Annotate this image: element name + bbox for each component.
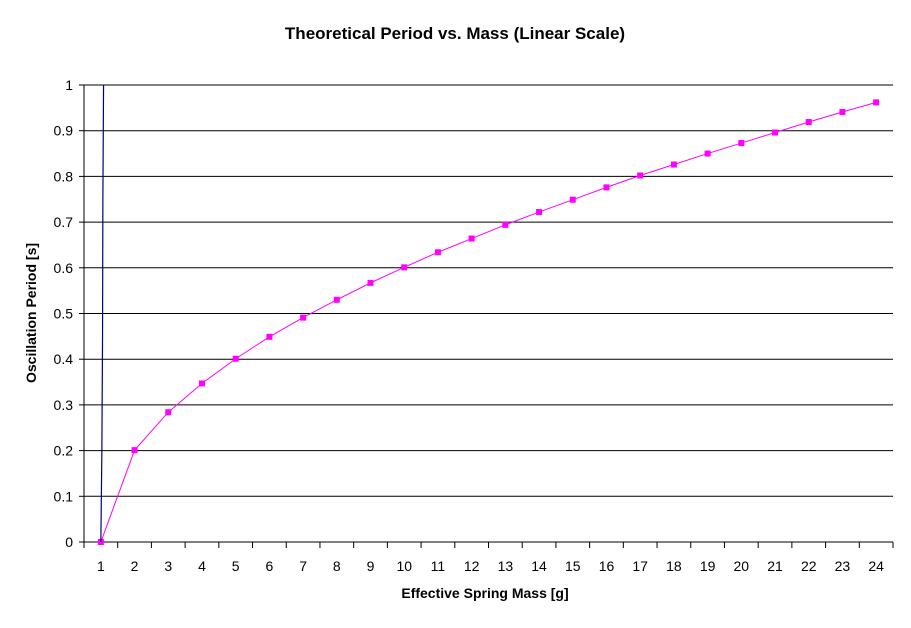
data-point — [738, 140, 745, 147]
data-point — [401, 264, 408, 271]
data-point — [637, 172, 644, 179]
data-point — [165, 409, 172, 416]
y-tick-label: 0.4 — [54, 351, 74, 367]
x-tick-label: 22 — [801, 558, 817, 574]
y-tick-label: 0 — [65, 534, 73, 550]
data-point — [131, 447, 138, 454]
data-point — [536, 209, 543, 216]
data-point — [569, 196, 576, 203]
x-tick-label: 18 — [666, 558, 682, 574]
data-point — [805, 119, 812, 126]
axes — [79, 84, 894, 548]
y-tick-label: 0.7 — [54, 214, 74, 230]
x-tick-label: 7 — [299, 558, 307, 574]
x-axis-title: Effective Spring Mass [g] — [401, 585, 568, 601]
series — [97, 84, 880, 545]
x-tick-label: 8 — [333, 558, 341, 574]
x-tick-label: 21 — [767, 558, 783, 574]
y-tick-label: 0.1 — [54, 488, 74, 504]
x-tick-label: 6 — [265, 558, 273, 574]
x-tick-label: 1 — [97, 558, 105, 574]
series-line — [100, 84, 105, 543]
data-point — [266, 333, 273, 340]
y-tick-label: 0.2 — [54, 443, 74, 459]
data-point — [839, 108, 846, 115]
x-tick-label: 9 — [367, 558, 375, 574]
y-tick-label: 1 — [65, 77, 73, 93]
tick-labels: 00.10.20.30.40.50.60.70.80.911 2 3 4 5 6 7 8 9 10… — [54, 77, 885, 574]
data-point — [873, 99, 880, 106]
data-point — [198, 380, 205, 387]
x-tick-label: 19 — [700, 558, 716, 574]
data-point — [670, 161, 677, 168]
data-point — [772, 129, 779, 136]
x-tick-label: 12 — [464, 558, 480, 574]
data-point — [502, 221, 509, 228]
chart-title: Theoretical Period vs. Mass (Linear Scal… — [285, 24, 625, 43]
grid-lines — [84, 84, 893, 497]
x-tick-label: 4 — [198, 558, 206, 574]
x-tick-label: 11 — [431, 558, 446, 574]
y-tick-label: 0.3 — [54, 397, 74, 413]
x-tick-label: 24 — [868, 558, 884, 574]
data-point — [704, 150, 711, 157]
x-tick-label: 23 — [835, 558, 851, 574]
x-tick-label: 17 — [632, 558, 648, 574]
y-tick-label: 0.8 — [54, 168, 74, 184]
x-tick-label: 3 — [164, 558, 172, 574]
x-tick-label: 20 — [734, 558, 750, 574]
x-tick-label: 13 — [498, 558, 514, 574]
series-line — [100, 101, 877, 543]
x-tick-label: 15 — [565, 558, 581, 574]
y-axis-title: Oscillation Period [s] — [23, 243, 39, 383]
x-tick-label: 10 — [396, 558, 412, 574]
data-point — [232, 355, 239, 362]
data-point — [603, 184, 610, 191]
data-point — [434, 249, 441, 256]
data-point — [468, 235, 475, 242]
x-tick-label: 16 — [599, 558, 615, 574]
data-point — [367, 279, 374, 286]
y-tick-label: 0.5 — [54, 306, 74, 322]
x-tick-label: 5 — [232, 558, 240, 574]
x-tick-label: 2 — [131, 558, 139, 574]
data-point — [333, 296, 340, 303]
data-point — [300, 314, 307, 321]
y-tick-label: 0.9 — [54, 123, 74, 139]
y-tick-label: 0.6 — [54, 260, 74, 276]
x-tick-label: 14 — [531, 558, 547, 574]
